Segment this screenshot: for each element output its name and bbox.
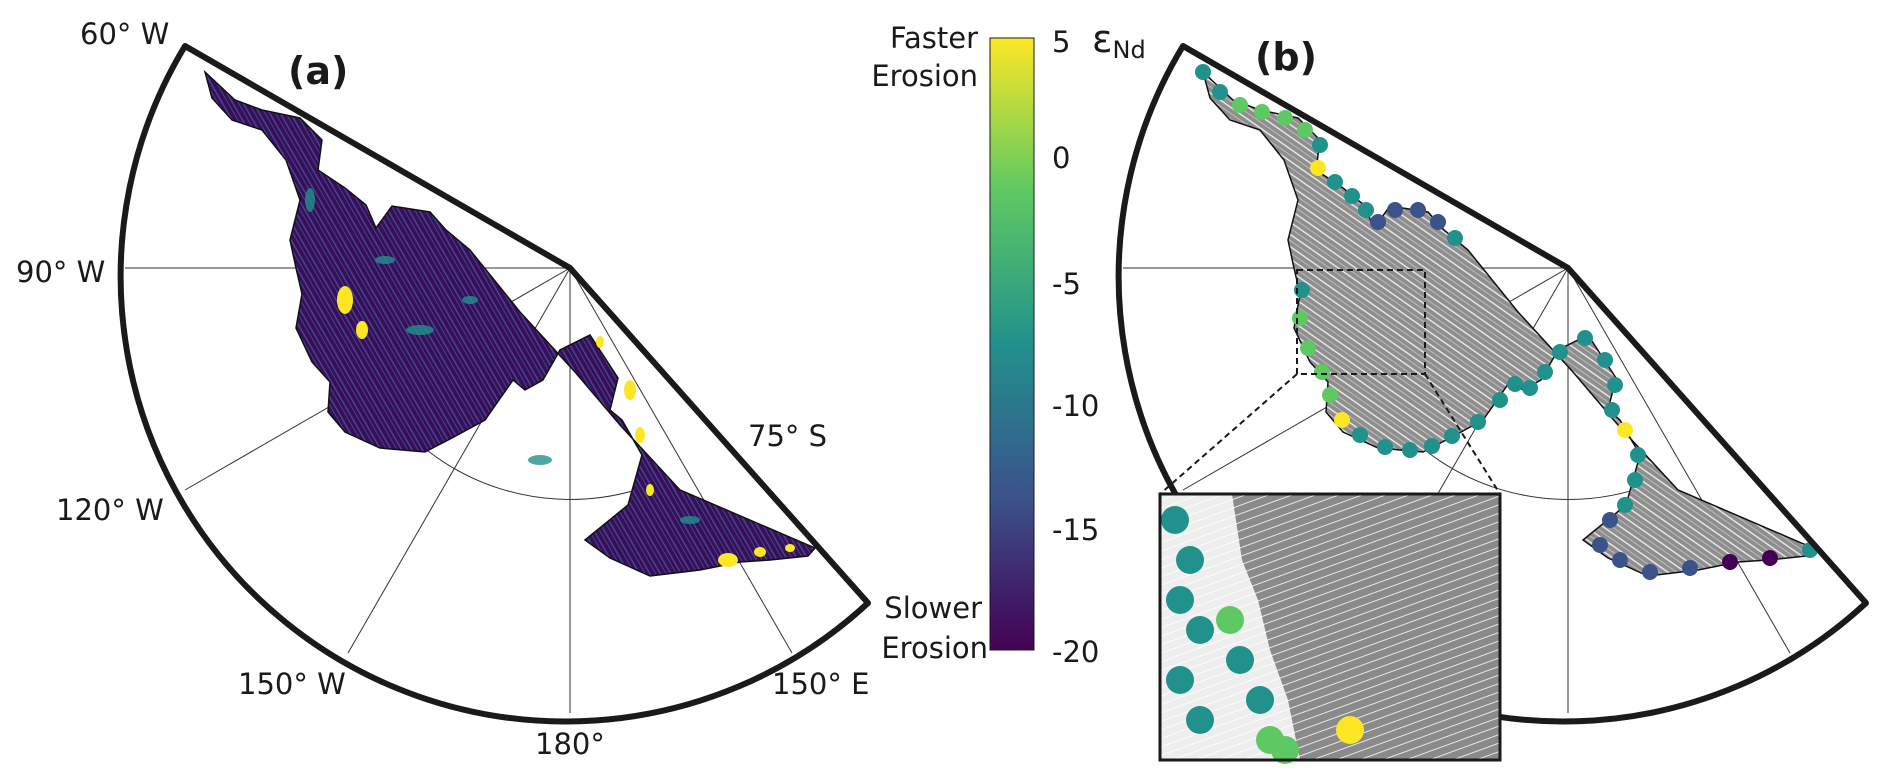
panel-b-label: (b) xyxy=(1255,35,1317,79)
sample-point xyxy=(1314,364,1330,380)
sample-point xyxy=(1507,376,1523,392)
sample-point xyxy=(1297,122,1313,138)
sample-point xyxy=(1277,110,1293,126)
meridian-150e xyxy=(569,267,793,654)
panel-a-frame xyxy=(117,43,871,725)
label-180: 180° xyxy=(535,727,605,761)
sample-point xyxy=(1312,137,1328,153)
inset-sample-point xyxy=(1246,686,1274,714)
label-60w: 60° W xyxy=(80,17,169,51)
sample-point xyxy=(1492,392,1508,408)
label-90w: 90° W xyxy=(16,255,105,289)
inset-sample-point xyxy=(1161,506,1189,534)
sample-point xyxy=(1630,447,1646,463)
sample-point xyxy=(1358,202,1374,218)
inset-zoom xyxy=(1158,492,1502,764)
sample-point xyxy=(1522,380,1538,396)
sample-point xyxy=(1410,202,1426,218)
sample-point xyxy=(1607,377,1623,393)
label-120w: 120° W xyxy=(56,493,164,527)
sample-point xyxy=(1762,550,1778,566)
colorbar: 5 0 -5 -10 -15 -20 εNd Faster Erosion Sl… xyxy=(871,17,1145,669)
inset-sample-point xyxy=(1271,736,1299,764)
inset-sample-point xyxy=(1226,646,1254,674)
label-150w: 150° W xyxy=(238,667,346,701)
sample-point xyxy=(1604,402,1620,418)
sample-point xyxy=(1577,330,1593,346)
sample-point xyxy=(1592,537,1608,553)
sample-point xyxy=(1612,552,1628,568)
inset-sample-point xyxy=(1186,706,1214,734)
sample-point xyxy=(1195,64,1211,80)
colorbar-title: εNd xyxy=(1092,17,1146,64)
sample-point xyxy=(1310,160,1326,176)
b-meridian-150e xyxy=(1567,267,1791,654)
sample-point xyxy=(1322,387,1338,403)
colorbar-top-label-line1: Faster xyxy=(890,21,978,55)
sample-point xyxy=(1232,97,1248,113)
panel-b-map: (b) xyxy=(1115,35,1869,764)
colorbar-tick-neg5: -5 xyxy=(1052,267,1081,301)
inset-connector-right xyxy=(1424,373,1501,495)
sample-point xyxy=(1327,174,1343,190)
sample-point xyxy=(1254,104,1270,120)
colorbar-top-label-line2: Erosion xyxy=(871,59,978,93)
colorbar-tick-neg20: -20 xyxy=(1052,635,1099,669)
inset-sample-point xyxy=(1176,546,1204,574)
inset-source-box xyxy=(1296,269,1426,375)
sample-point xyxy=(1597,352,1613,368)
panel-a-map: (a) 60° W 90° W 120° W 150° W 180° 150° … xyxy=(16,17,871,761)
sample-point xyxy=(1627,472,1643,488)
colorbar-tick-0: 0 xyxy=(1052,141,1070,175)
colorbar-gradient xyxy=(989,37,1035,651)
sample-point xyxy=(1352,427,1368,443)
panel-a-label: (a) xyxy=(288,49,348,93)
antarctica-erosion-field xyxy=(203,69,817,577)
sample-point xyxy=(1387,202,1403,218)
sample-point xyxy=(1334,412,1350,428)
sample-point xyxy=(1552,344,1568,360)
sample-point xyxy=(1537,364,1553,380)
sample-point xyxy=(1212,84,1228,100)
inset-connector-left xyxy=(1159,373,1298,495)
colorbar-bottom-label-line1: Slower xyxy=(884,591,982,625)
sample-point xyxy=(1370,214,1386,230)
inset-sample-point xyxy=(1216,606,1244,634)
medium-erosion-streaks xyxy=(305,188,700,524)
sample-point xyxy=(1447,230,1463,246)
sample-point xyxy=(1424,438,1440,454)
label-150e: 150° E xyxy=(772,667,869,701)
sample-point xyxy=(1402,442,1418,458)
inset-sample-point xyxy=(1166,586,1194,614)
colorbar-bottom-label-line2: Erosion xyxy=(881,631,988,665)
colorbar-tick-neg10: -10 xyxy=(1052,389,1099,423)
colorbar-tick-neg15: -15 xyxy=(1052,513,1099,547)
sample-point xyxy=(1292,310,1308,326)
sample-point xyxy=(1300,340,1316,356)
colorbar-tick-5: 5 xyxy=(1052,25,1070,59)
sample-point xyxy=(1602,512,1618,528)
sample-point xyxy=(1444,428,1460,444)
sample-point xyxy=(1377,439,1393,455)
label-75s: 75° S xyxy=(748,419,827,453)
fast-erosion-patches xyxy=(337,286,795,567)
sample-point xyxy=(1344,188,1360,204)
sample-point xyxy=(1617,497,1633,513)
inset-sample-point xyxy=(1186,616,1214,644)
sample-point xyxy=(1722,554,1738,570)
inset-sample-points xyxy=(1161,506,1364,764)
sample-point xyxy=(1617,422,1633,438)
inset-sample-point xyxy=(1336,716,1364,744)
sample-point xyxy=(1470,414,1486,430)
coastal-sample-points xyxy=(1195,64,1818,580)
sample-point xyxy=(1682,560,1698,576)
sample-point xyxy=(1430,214,1446,230)
inset-sample-point xyxy=(1166,666,1194,694)
sample-point xyxy=(1642,564,1658,580)
